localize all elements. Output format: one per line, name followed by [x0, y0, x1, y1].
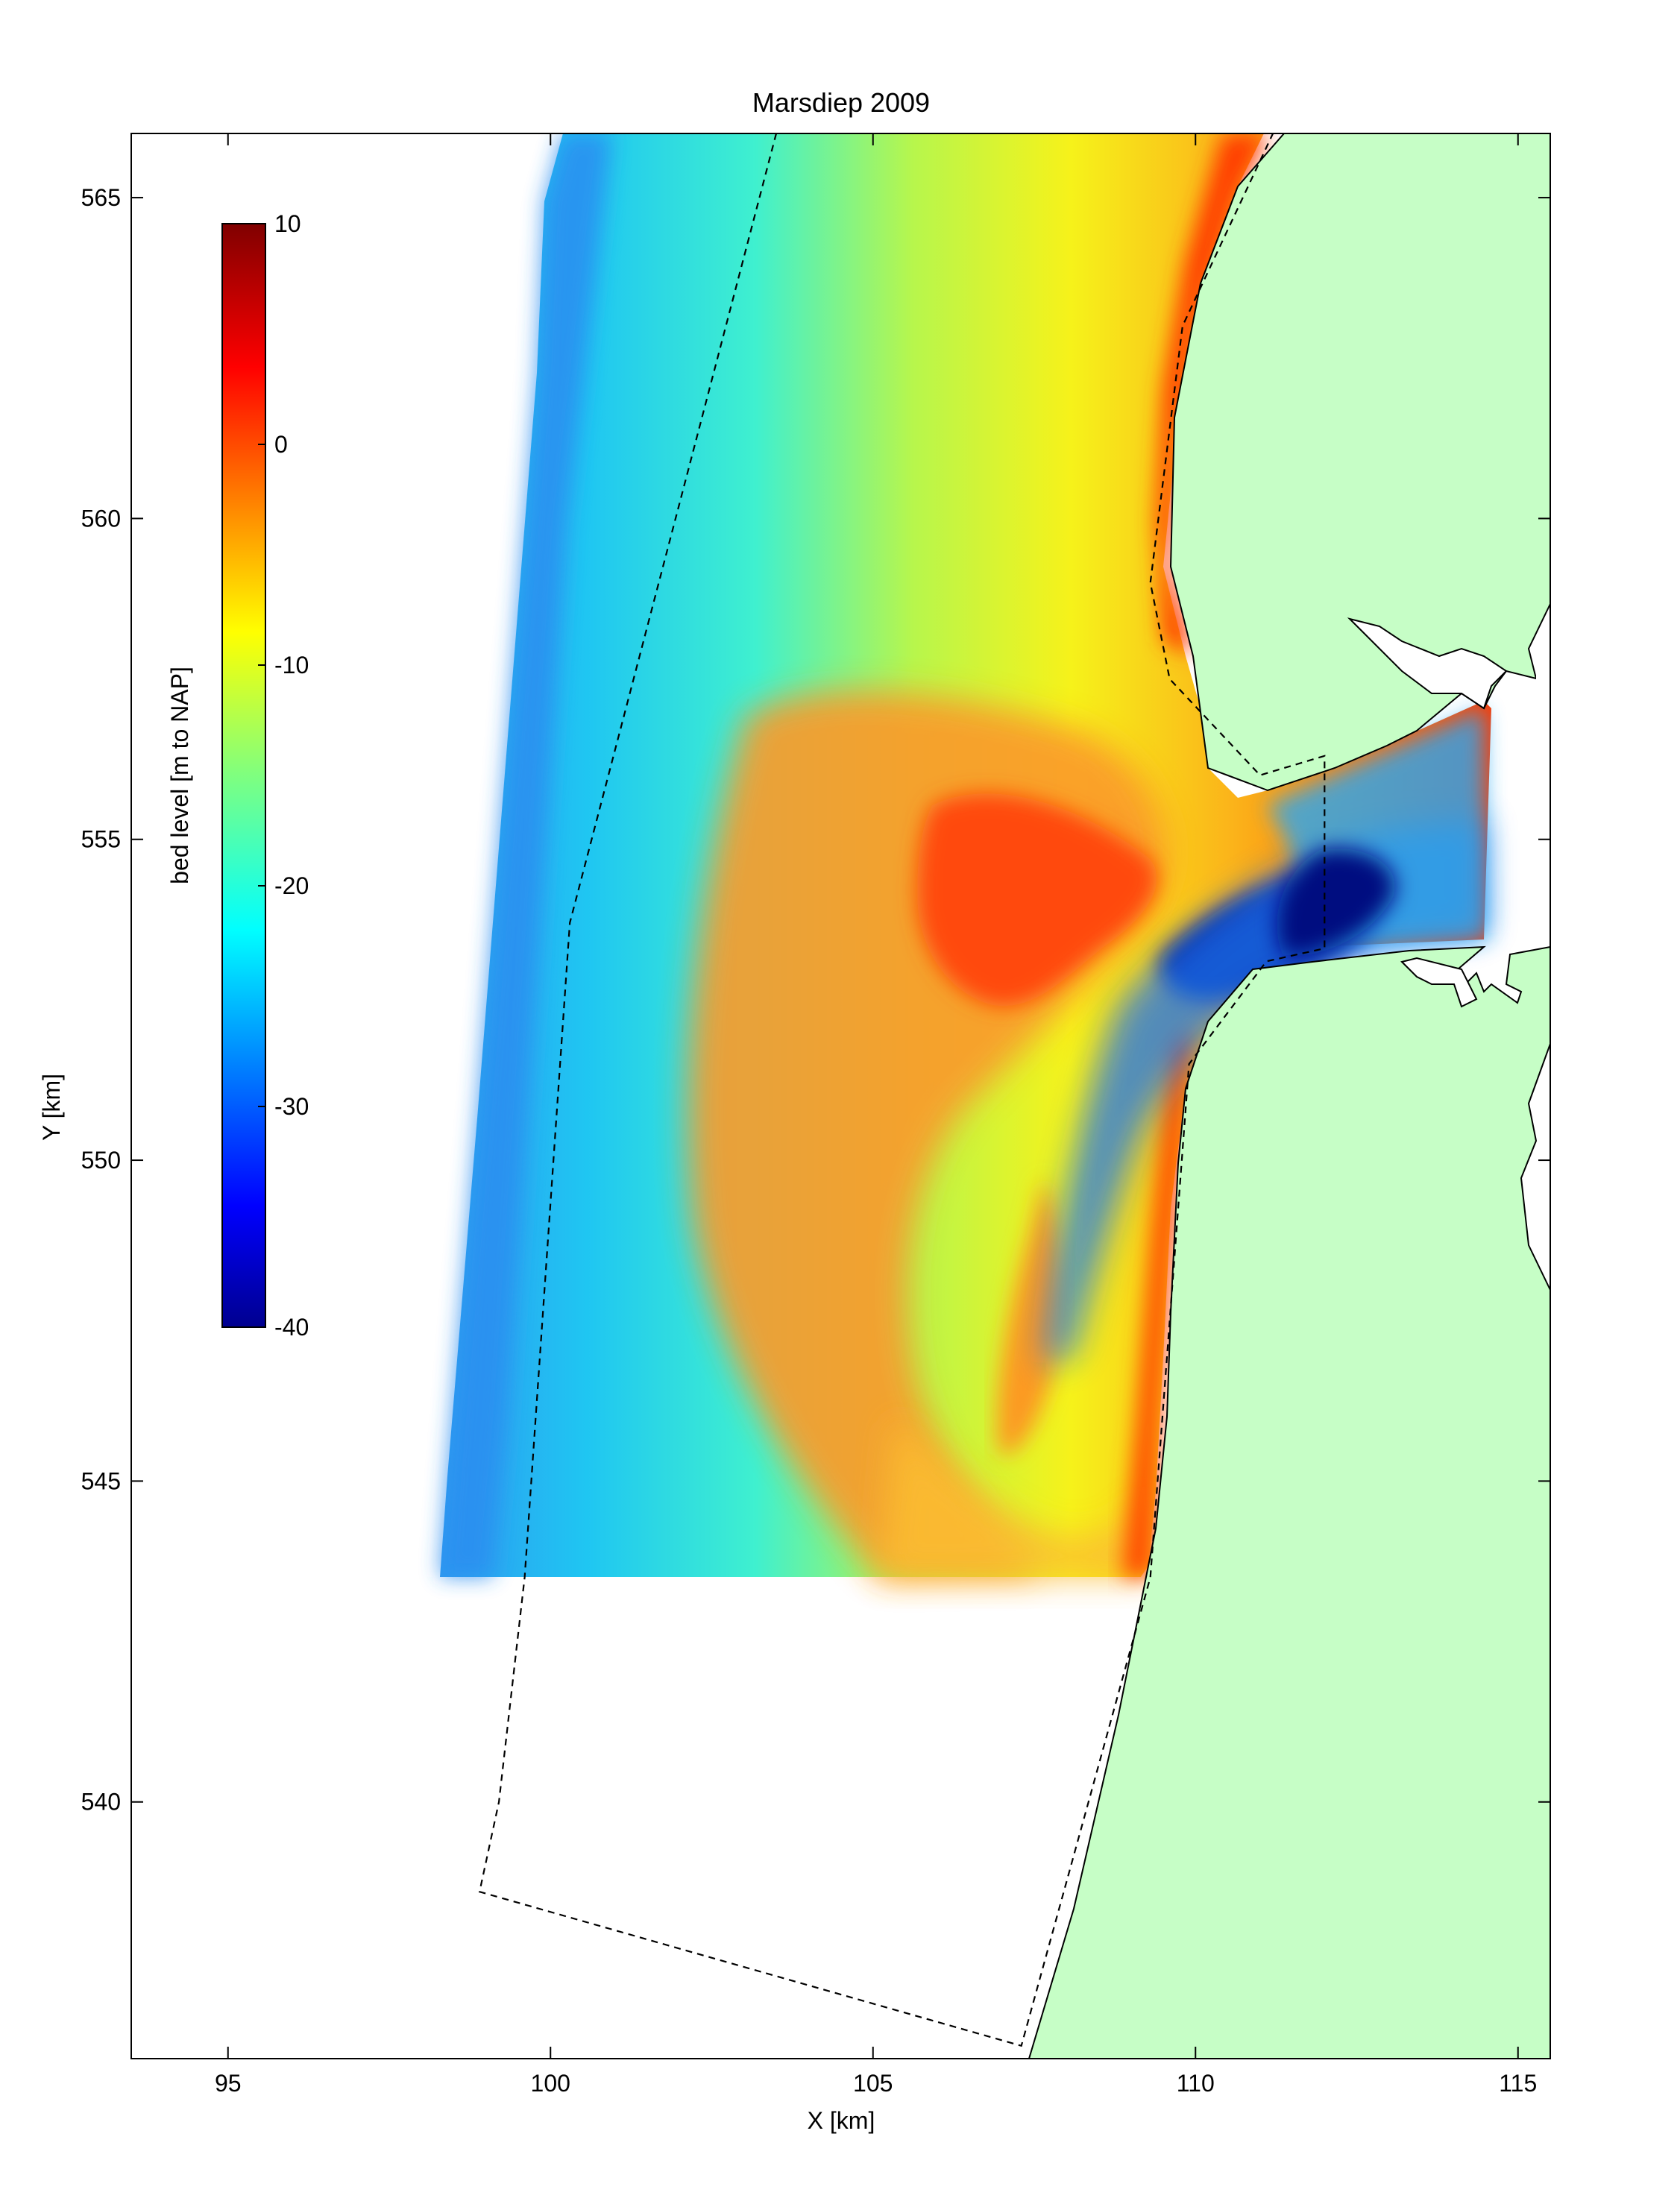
north-holland-land — [1028, 945, 1550, 2059]
colorbar-scale — [221, 223, 266, 1328]
colorbar-tick-label: -20 — [274, 872, 309, 899]
colorbar-tick-label: 0 — [274, 431, 288, 458]
southern-shoal-finger — [997, 1178, 1062, 1455]
nearshore-band-south — [1122, 1029, 1193, 1577]
y-tick-label: 565 — [81, 184, 121, 211]
southern-lobe — [880, 1417, 1148, 1577]
x-tick-label: 110 — [1177, 2070, 1215, 2097]
noorderhaaks-shoal — [917, 793, 1157, 1007]
colorbar: 10 0 -10 -20 -30 -40 bed level [m to NAP] — [166, 210, 309, 1341]
chart-title: Marsdiep 2009 — [752, 87, 930, 118]
y-tick-label: 540 — [81, 1789, 121, 1816]
colorbar-ticks: 10 0 -10 -20 -30 -40 — [258, 210, 309, 1341]
wadden-pocket-east — [1536, 649, 1550, 746]
x-tick-label: 95 — [215, 2070, 242, 2097]
land — [1028, 133, 1550, 2059]
y-axis-label: Y [km] — [38, 1074, 65, 1141]
texel-land — [1169, 133, 1550, 792]
y-axis-ticks: 540 545 550 555 560 565 — [81, 184, 1550, 1816]
y-tick-label: 560 — [81, 505, 121, 532]
x-tick-label: 100 — [531, 2070, 570, 2097]
colorbar-tick-label: -30 — [274, 1093, 309, 1120]
harbour-outline — [1400, 957, 1478, 1008]
model-domain-outline — [478, 133, 1326, 2047]
x-tick-label: 105 — [853, 2070, 893, 2097]
x-tick-label: 115 — [1499, 2070, 1537, 2097]
inlet-deep-core — [1277, 849, 1396, 956]
y-tick-label: 550 — [81, 1147, 121, 1174]
bathymetry-field — [440, 133, 1491, 1577]
colorbar-tick-label: -40 — [274, 1314, 309, 1341]
colorbar-tick-label: 10 — [274, 210, 301, 237]
plot-area — [131, 133, 1550, 2059]
colorbar-tick-label: -10 — [274, 652, 309, 679]
colorbar-label: bed level [m to NAP] — [166, 667, 193, 884]
axes-frame — [130, 133, 1551, 2059]
deep-offshore-strip — [440, 133, 611, 1577]
x-axis-label: X [km] — [808, 2107, 875, 2134]
x-axis-ticks: 95 100 105 110 115 — [215, 133, 1537, 2097]
y-tick-label: 555 — [81, 826, 121, 853]
y-tick-label: 545 — [81, 1467, 121, 1494]
wadden-pocket-north — [1347, 617, 1508, 710]
